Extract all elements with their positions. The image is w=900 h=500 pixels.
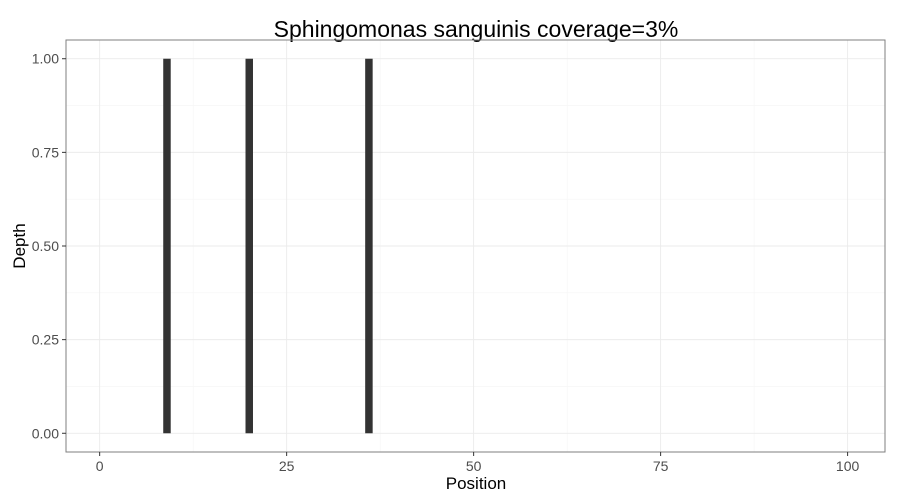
- chart-title: Sphingomonas sanguinis coverage=3%: [274, 16, 679, 42]
- plot-panel: [65, 39, 886, 453]
- coverage-bar-3: [365, 58, 373, 434]
- y-tick-label: 0.50: [32, 238, 59, 254]
- y-tick-label: 0.75: [32, 144, 59, 160]
- x-tick-label: 75: [653, 458, 669, 474]
- x-axis-title: Position: [446, 474, 506, 493]
- x-tick-label: 25: [279, 458, 295, 474]
- y-tick-label: 1.00: [32, 51, 59, 67]
- coverage-bar-1: [163, 58, 171, 434]
- x-tick-label: 0: [96, 458, 104, 474]
- y-tick-label: 0.25: [32, 332, 59, 348]
- x-tick-label: 100: [836, 458, 860, 474]
- major-grid: [66, 40, 885, 452]
- y-axis-title: Depth: [10, 223, 29, 268]
- minor-grid: [66, 40, 885, 452]
- y-axis: 0.00 0.25 0.50 0.75 1.00: [32, 51, 66, 441]
- coverage-bar-2: [245, 58, 253, 434]
- x-axis: 0 25 50 75 100: [96, 452, 860, 474]
- bars-layer: [163, 58, 373, 434]
- x-tick-label: 50: [466, 458, 482, 474]
- y-tick-label: 0.00: [32, 425, 59, 441]
